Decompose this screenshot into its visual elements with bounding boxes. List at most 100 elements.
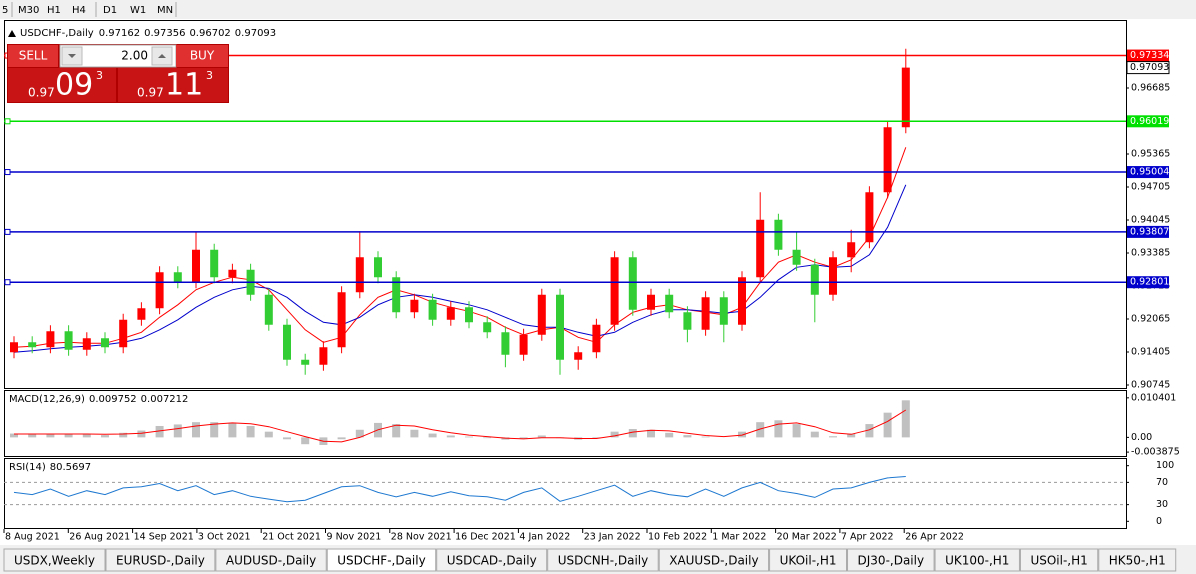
ask-box[interactable] [118,68,228,102]
candle-body [392,277,401,313]
candle-body [628,257,637,310]
tab[interactable] [658,548,770,572]
ask-point: 3 [206,69,213,82]
candle-body [301,359,310,365]
x-tick-label: 3 Oct 2021 [198,532,251,543]
candle-body [228,269,237,278]
candle-body [610,257,619,325]
y-tick-label: 0.90745 [1131,380,1170,391]
y-tick-label: 30 [1156,499,1168,510]
macd-bar [847,433,856,438]
high: 0.97356 [144,28,185,39]
macd-bar [301,437,310,445]
sell-button[interactable] [8,45,58,67]
macd-bar [46,433,55,438]
macd-bar [119,432,128,438]
lot-value: 2.00 [121,49,148,63]
macd-bar [901,400,910,438]
y-tick-label: 0.00 [1131,432,1152,443]
tab[interactable] [847,548,935,572]
macd-bar [829,436,837,438]
y-tick-label: -0.003875 [1131,447,1180,458]
x-tick-label: 8 Aug 2021 [5,532,60,543]
candle-body [865,192,874,243]
tab[interactable] [215,548,327,572]
price-box [1126,61,1170,75]
candle-body [701,297,710,330]
level-anchor [4,279,11,286]
tab[interactable] [3,548,106,572]
candle-body [592,324,601,353]
timeframe[interactable]: D1 [103,5,117,16]
plots: 0.966850.953650.947050.940450.933850.927… [3,48,1180,543]
tab-label: USDCNH-,Daily [558,554,649,568]
macd-bar [756,422,765,438]
tab[interactable] [105,548,216,572]
timeframe[interactable]: W1 [130,5,146,16]
tab[interactable] [1098,548,1177,572]
macd-bar [173,424,182,438]
price-label: 0.97093 [1130,62,1169,73]
timeframe[interactable]: H1 [47,5,61,16]
bid-pips: 09 [55,68,93,103]
signal-value: 0.007212 [141,394,189,405]
signal-line [14,409,907,443]
candle-body [374,257,382,278]
rsi-title: RSI(14) [9,462,46,473]
tab[interactable] [769,548,848,572]
tab-label: UK100-,H1 [945,554,1009,568]
tab-label: DJ30-,Daily [858,554,925,568]
tab[interactable] [1019,548,1099,572]
candle-body [647,294,655,310]
level-label-box [1127,166,1169,179]
y-tick-label: 0.94045 [1131,215,1170,226]
macd-bar [610,431,619,438]
candle-body [119,319,128,348]
macd-bar [647,429,655,438]
y-tick-label: 0.92065 [1131,314,1170,325]
close: 0.97093 [235,28,276,39]
macd-bar [28,434,37,438]
level-anchor [4,228,11,235]
ask-pips: 11 [165,68,203,103]
bid-big: 0.97 [28,86,55,100]
candle-body [173,272,182,283]
toolbar [0,0,1196,19]
tab-label: USDCHF-,Daily [337,554,425,568]
moving-average [13,184,907,353]
timeframe[interactable]: M30 [18,5,39,16]
candle-body [355,257,364,293]
macd-bar [810,431,819,438]
timeframe[interactable]: 5 [2,5,8,16]
x-tick-label: 28 Nov 2021 [391,532,452,543]
tab[interactable] [326,548,437,572]
y-tick-label: 0.96685 [1131,83,1170,94]
buy-button[interactable] [176,45,228,67]
candle-body [264,294,273,325]
tab[interactable] [934,548,1020,572]
rsi-line [13,476,906,503]
timeframe[interactable]: H4 [72,5,86,16]
macd-bar [137,430,146,438]
arrow-up [158,54,166,58]
open: 0.97162 [99,28,140,39]
macd-bar [228,422,237,438]
candle-body [774,219,783,250]
level-label: 0.93807 [1130,226,1169,237]
tab-label: HK50-,H1 [1109,554,1166,568]
timeframe[interactable]: MN [157,5,173,16]
tab-label: USDX,Weekly [14,554,95,568]
candle-body [64,331,73,350]
macd-bar [101,435,109,438]
candle-body [319,347,328,365]
macd-bar [283,437,291,440]
tab[interactable] [547,548,659,572]
ask-big: 0.97 [137,86,164,100]
y-tick-label: 0.95365 [1131,149,1170,160]
symbol: USDCHF-,Daily [20,28,94,39]
x-tick-label: 14 Sep 2021 [134,532,194,543]
candle-body [810,264,819,295]
collapse-icon[interactable] [8,30,16,37]
tab[interactable] [436,548,548,572]
bid-box[interactable] [8,68,116,102]
